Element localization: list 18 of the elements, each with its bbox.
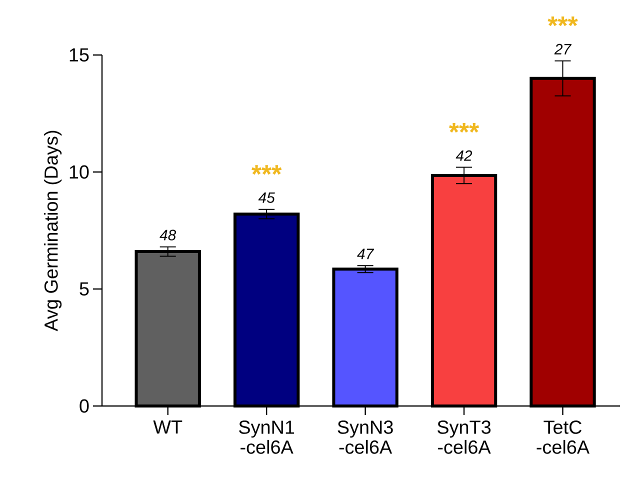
x-tick-label: SynN1 -cel6A [239, 420, 294, 454]
y-axis-title: Avg Germination (Days) [44, 130, 62, 332]
annotation: 27 [554, 44, 572, 54]
x-tick-label: WT [153, 420, 182, 434]
x-tick-label: SynT3 -cel6A [438, 420, 491, 454]
annotation: 42 [456, 150, 472, 161]
annotation: 48 [160, 230, 176, 240]
x-tick-label: SynN3 -cel6A [338, 420, 393, 454]
y-tick-label: 15 [70, 48, 89, 62]
annotation: *** [548, 16, 578, 26]
y-tick-label: 5 [80, 282, 89, 296]
annotation: 45 [258, 192, 275, 203]
annotation: 47 [357, 248, 374, 260]
annotation: *** [252, 165, 282, 175]
y-tick-label: 10 [70, 165, 89, 179]
x-tick-label: TetC -cel6A [536, 420, 590, 454]
y-tick-label: 0 [80, 399, 89, 413]
annotation: *** [448, 122, 480, 133]
